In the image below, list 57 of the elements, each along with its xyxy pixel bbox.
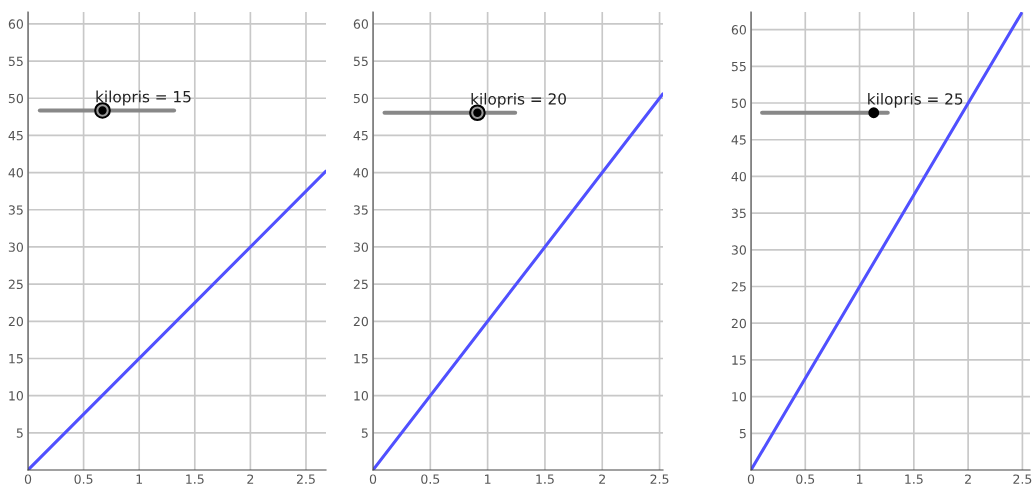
y-tick-label: 35 — [731, 208, 746, 219]
y-tick-label: 50 — [731, 98, 746, 108]
y-tick-label: 30 — [731, 245, 746, 255]
y-tick-label: 50 — [353, 93, 368, 104]
y-tick-label: 60 — [353, 19, 368, 29]
x-tick-label: 0 — [24, 474, 32, 484]
y-tick-label: 30 — [8, 242, 23, 252]
y-tick-label: 20 — [8, 316, 23, 327]
x-tick-label: 1 — [485, 474, 491, 484]
y-tick-label: 40 — [8, 168, 23, 178]
x-tick-label: 2 — [599, 474, 605, 484]
y-tick-label: 35 — [353, 205, 368, 215]
y-tick-label: 25 — [731, 281, 746, 292]
y-tick-label: 45 — [8, 131, 23, 141]
x-tick-label: 2 — [247, 474, 254, 484]
y-tick-label: 15 — [9, 354, 23, 364]
x-tick-label: 2.5 — [650, 474, 669, 484]
y-tick-label: 60 — [731, 25, 746, 35]
x-tick-label: 0.5 — [421, 474, 440, 484]
y-tick-label: 15 — [354, 354, 368, 364]
y-tick-label: 30 — [353, 242, 368, 252]
y-tick-label: 60 — [8, 19, 23, 29]
x-tick-label: 0.5 — [74, 474, 93, 484]
y-tick-label: 25 — [8, 279, 23, 290]
y-tick-label: 40 — [731, 171, 746, 182]
y-tick-label: 50 — [8, 93, 23, 104]
y-tick-label: 5 — [16, 428, 23, 438]
y-tick-label: 45 — [353, 131, 368, 141]
x-tick-label: 0.5 — [796, 474, 815, 484]
x-tick-label: 1 — [136, 474, 143, 484]
y-tick-label: 35 — [8, 205, 23, 215]
annotation: kilopris = 20 — [471, 92, 566, 108]
x-tick-label: 1.5 — [905, 474, 923, 484]
y-tick-label: 20 — [353, 316, 368, 327]
y-tick-label: 15 — [732, 355, 746, 365]
y-tick-label: 55 — [8, 56, 23, 66]
x-tick-label: 1.5 — [536, 474, 554, 484]
annotation: kilopris = 15 — [96, 90, 191, 106]
y-tick-label: 10 — [9, 391, 23, 401]
x-tick-label: 1.5 — [186, 474, 204, 484]
y-tick-label: 5 — [361, 428, 368, 438]
y-tick-label: 10 — [732, 392, 746, 402]
annotation: kilopris = 25 — [868, 92, 963, 108]
y-tick-label: 45 — [731, 135, 746, 145]
y-tick-label: 55 — [731, 61, 746, 72]
x-tick-label: 0 — [747, 474, 755, 484]
y-tick-label: 10 — [354, 391, 368, 401]
x-tick-label: 2 — [965, 474, 971, 484]
x-tick-label: 1 — [856, 474, 863, 484]
x-tick-label: 0 — [369, 474, 377, 484]
y-tick-label: 55 — [353, 56, 368, 66]
y-tick-label: 5 — [739, 428, 746, 439]
x-tick-label: 2.5 — [296, 474, 315, 484]
x-tick-label: 2.5 — [1013, 474, 1032, 484]
y-tick-label: 25 — [353, 279, 368, 290]
y-tick-label: 40 — [353, 168, 368, 178]
y-tick-label: 20 — [731, 318, 746, 329]
